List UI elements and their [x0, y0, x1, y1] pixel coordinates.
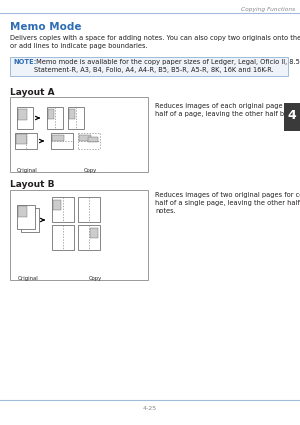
Bar: [78, 197, 100, 222]
Bar: [68, 107, 84, 129]
Bar: [78, 225, 100, 250]
Bar: [52, 135, 64, 141]
Bar: [79, 135, 91, 141]
Text: Layout A: Layout A: [10, 88, 55, 97]
Bar: [90, 227, 98, 238]
Text: Original: Original: [16, 168, 38, 173]
Bar: [16, 134, 27, 144]
Text: 4-25: 4-25: [143, 406, 157, 411]
Text: NOTE:: NOTE:: [13, 59, 36, 65]
Bar: [18, 109, 27, 120]
Bar: [10, 57, 288, 76]
Bar: [284, 103, 300, 131]
Text: Memo Mode: Memo Mode: [10, 22, 82, 32]
Text: Copy: Copy: [83, 168, 97, 173]
Bar: [88, 136, 98, 142]
Text: Reduces images of each original page for printing onto
half of a page, leaving t: Reduces images of each original page for…: [155, 103, 300, 117]
Bar: [21, 208, 39, 232]
Bar: [52, 197, 74, 222]
Text: Original: Original: [18, 276, 38, 281]
Text: Layout B: Layout B: [10, 180, 55, 189]
Text: Memo mode is available for the copy paper sizes of Ledger, Legal, Oficio II, 8.5: Memo mode is available for the copy pape…: [34, 59, 300, 73]
Bar: [15, 133, 37, 149]
Bar: [53, 199, 61, 210]
Bar: [48, 109, 54, 119]
Bar: [47, 107, 63, 129]
Text: Delivers copies with a space for adding notes. You can also copy two originals o: Delivers copies with a space for adding …: [10, 35, 300, 49]
Bar: [10, 97, 148, 172]
Text: 4: 4: [288, 108, 296, 122]
Bar: [10, 190, 148, 280]
Bar: [17, 107, 33, 129]
Bar: [69, 109, 75, 119]
Text: Reduces images of two original pages for copying onto
half of a single page, lea: Reduces images of two original pages for…: [155, 192, 300, 214]
Text: Copy: Copy: [88, 276, 102, 281]
Bar: [17, 205, 35, 229]
Bar: [22, 210, 31, 221]
Bar: [52, 225, 74, 250]
Text: Copying Functions: Copying Functions: [241, 7, 295, 12]
Bar: [18, 206, 27, 217]
Bar: [51, 133, 73, 149]
